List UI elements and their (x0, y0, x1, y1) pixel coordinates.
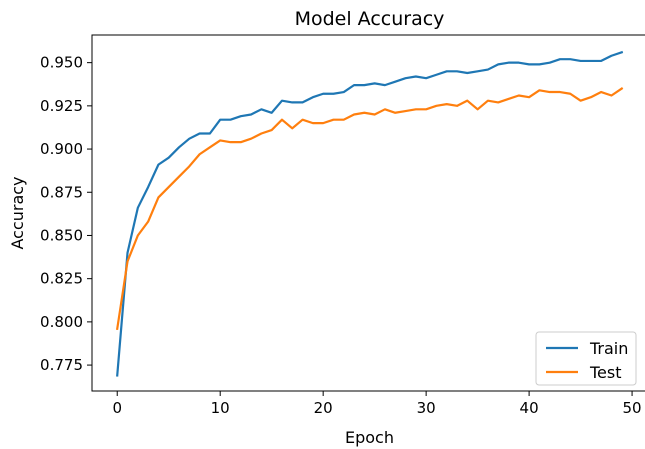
x-tick-label: 30 (417, 399, 436, 417)
x-tick-label: 0 (112, 399, 122, 417)
plot-frame (91, 34, 645, 392)
x-axis-ticks: 0 10 20 30 40 50 (112, 391, 642, 417)
y-tick-label: 0.850 (40, 226, 83, 244)
y-tick-label: 0.950 (40, 54, 83, 72)
y-tick-label: 0.800 (40, 313, 83, 331)
series-line-test (115, 87, 624, 331)
plot-area (91, 34, 645, 392)
x-tick-label: 40 (520, 399, 539, 417)
legend-train-label: Train (589, 339, 628, 358)
y-tick-label: 0.900 (40, 140, 83, 158)
y-tick-label: 0.875 (40, 183, 83, 201)
y-axis-ticks: 0.775 0.800 0.825 0.850 0.875 0.900 0.925 0.950 (40, 54, 92, 374)
y-tick-label: 0.775 (40, 356, 83, 374)
y-tick-label: 0.925 (40, 97, 83, 115)
y-axis-label: Accuracy (8, 176, 27, 249)
legend: Train Test (535, 331, 637, 386)
x-tick-label: 10 (211, 399, 230, 417)
legend-test-label: Test (589, 363, 622, 382)
chart-title: Model Accuracy (295, 8, 445, 30)
series-line-train (116, 50, 624, 377)
y-tick-label: 0.825 (40, 270, 83, 288)
x-tick-label: 20 (314, 399, 333, 417)
x-axis-label: Epoch (345, 428, 394, 447)
series-layer (115, 50, 624, 377)
x-tick-label: 50 (623, 399, 642, 417)
